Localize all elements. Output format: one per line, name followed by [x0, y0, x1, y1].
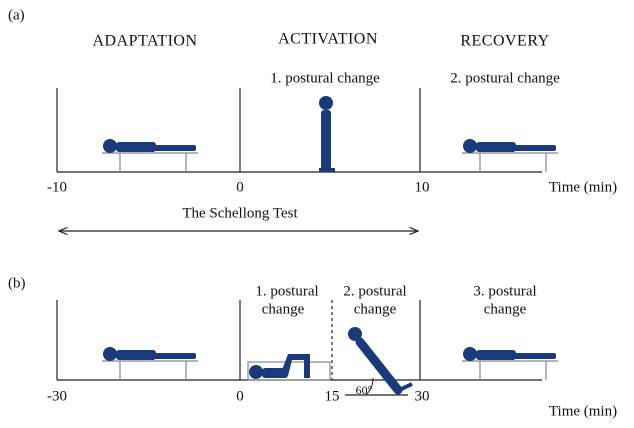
- tick-label: 0: [236, 388, 244, 404]
- event-label: change: [484, 301, 527, 317]
- timeline: [56, 88, 542, 173]
- legs-up-figure: [247, 354, 331, 381]
- panel-label: (b): [8, 275, 26, 291]
- event-label: change: [262, 301, 305, 317]
- event-label: 2. postural: [343, 283, 406, 299]
- phase-label: ACTIVATION: [278, 31, 378, 48]
- tick-label: -10: [47, 179, 67, 195]
- standing-figure: [319, 96, 335, 172]
- tick-label: 0: [236, 179, 244, 195]
- lying-figure: [461, 346, 559, 381]
- tick-label: 15: [325, 388, 340, 404]
- phase-label: RECOVERY: [460, 33, 549, 50]
- axis-label: Time (min): [549, 403, 617, 419]
- lying-figure: [101, 346, 199, 381]
- panel-label: (a): [8, 7, 25, 23]
- tick-label: -30: [47, 388, 67, 404]
- angle-label: 60°: [356, 383, 373, 397]
- span-label: The Schellong Test: [182, 205, 298, 221]
- event-label: 1. postural change: [270, 70, 380, 86]
- tilted-figure: [345, 327, 413, 396]
- tick-label: 30: [415, 388, 430, 404]
- event-label: 3. postural: [473, 283, 536, 299]
- phase-label: ADAPTATION: [92, 33, 197, 50]
- lying-figure: [461, 138, 559, 173]
- lying-figure: [101, 138, 199, 173]
- axis-label: Time (min): [549, 179, 617, 195]
- tick-label: 10: [415, 179, 430, 195]
- event-label: 1. postural: [255, 283, 318, 299]
- event-label: 2. postural change: [450, 70, 560, 86]
- event-label: change: [354, 301, 397, 317]
